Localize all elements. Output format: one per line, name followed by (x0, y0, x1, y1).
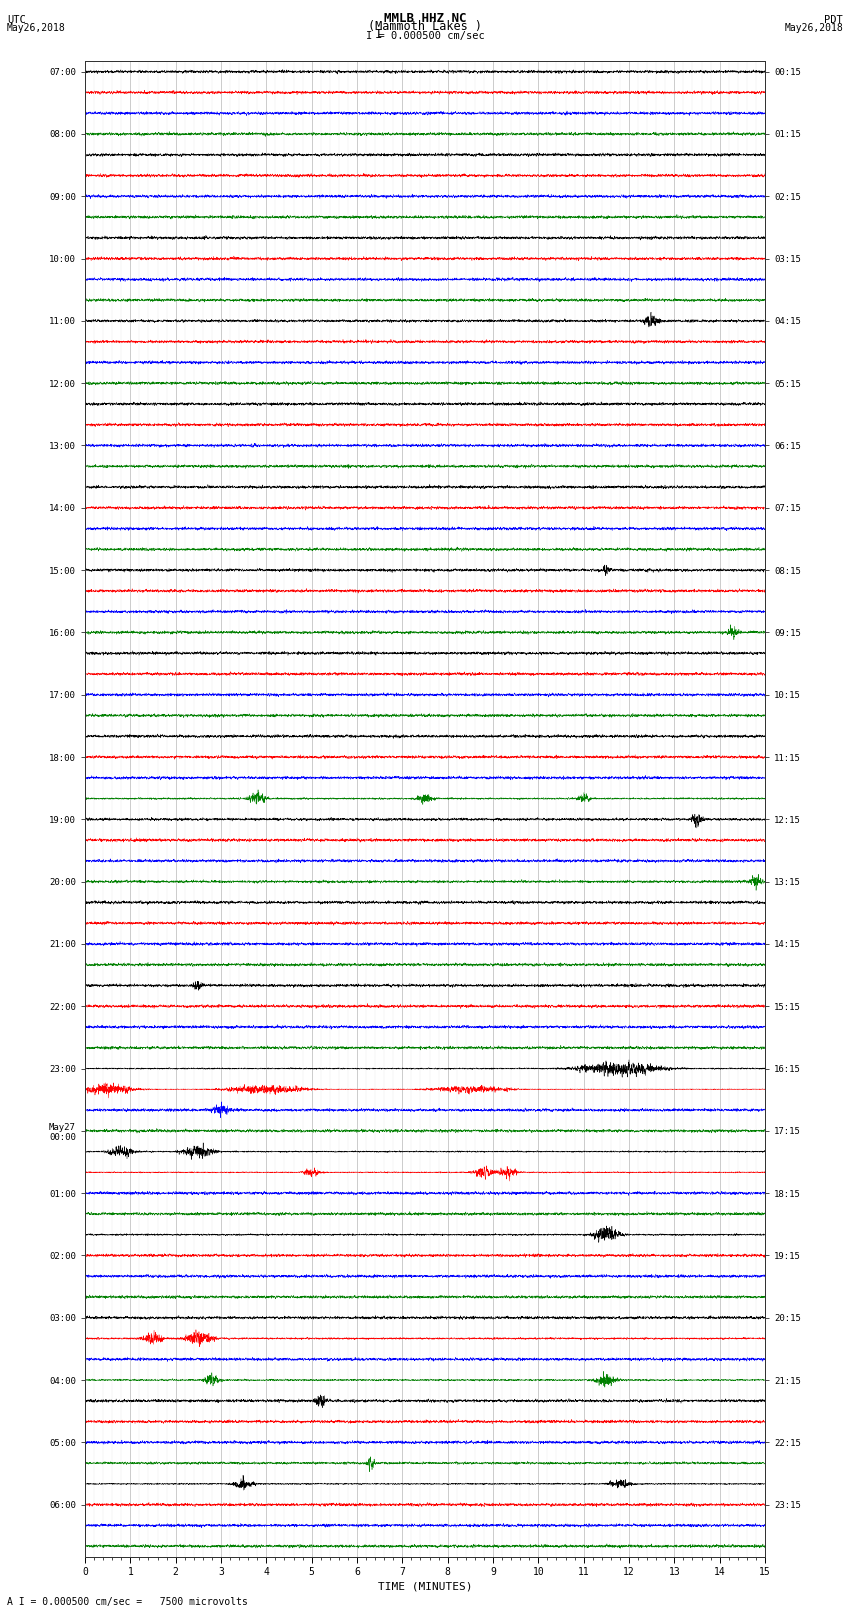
Text: (Mammoth Lakes ): (Mammoth Lakes ) (368, 19, 482, 32)
Text: I: I (375, 27, 382, 40)
Text: May26,2018: May26,2018 (785, 23, 843, 32)
X-axis label: TIME (MINUTES): TIME (MINUTES) (377, 1581, 473, 1590)
Text: A I = 0.000500 cm/sec =   7500 microvolts: A I = 0.000500 cm/sec = 7500 microvolts (7, 1597, 247, 1607)
Text: PDT: PDT (824, 15, 843, 24)
Text: I = 0.000500 cm/sec: I = 0.000500 cm/sec (366, 31, 484, 40)
Text: May26,2018: May26,2018 (7, 23, 65, 32)
Text: UTC: UTC (7, 15, 26, 24)
Text: MMLB HHZ NC: MMLB HHZ NC (383, 11, 467, 24)
